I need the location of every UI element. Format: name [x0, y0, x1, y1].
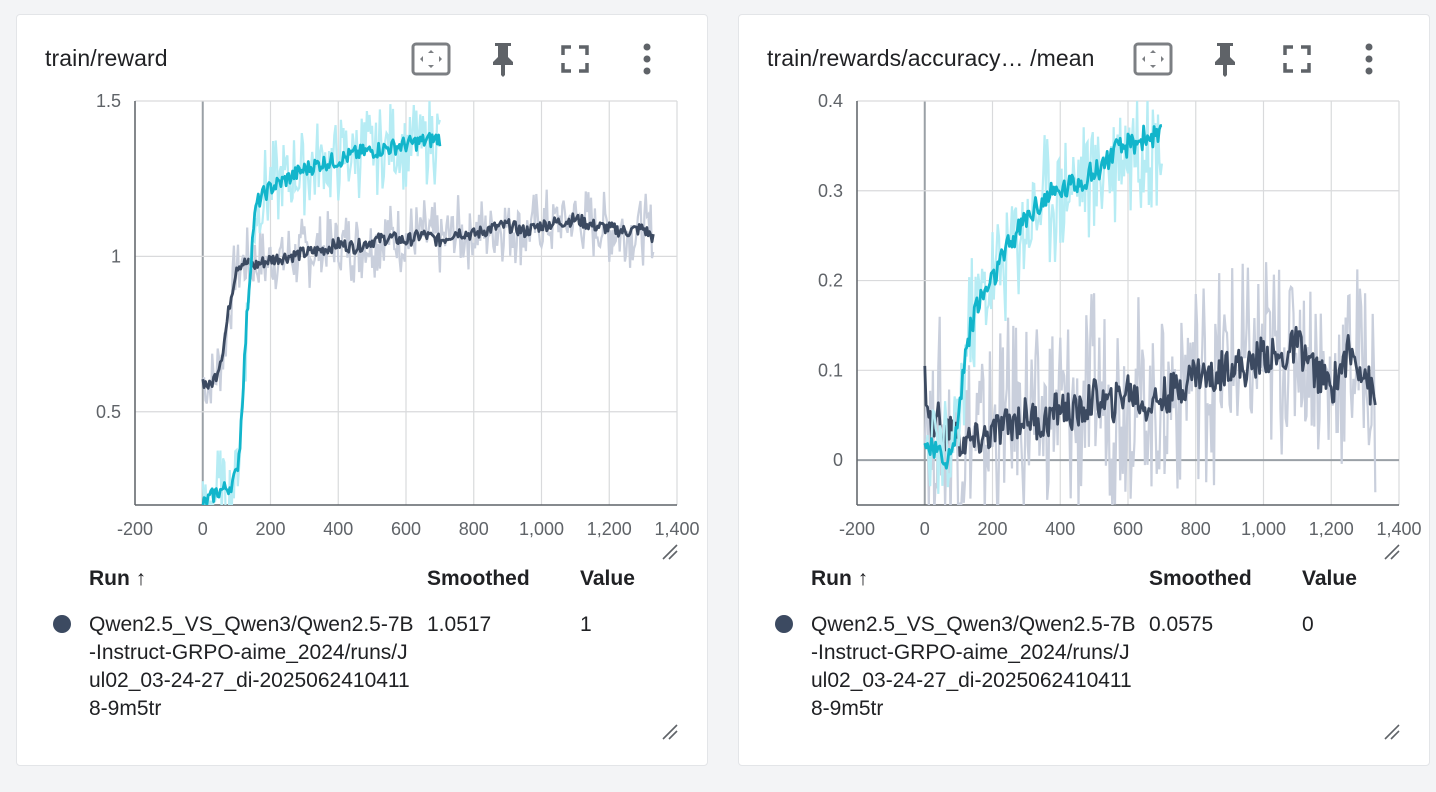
column-header-value[interactable]: Value	[580, 567, 635, 590]
pin-icon	[1215, 43, 1235, 77]
x-tick-label: 0	[198, 519, 208, 539]
card-toolbar	[395, 39, 683, 79]
smoothed-series-line	[923, 325, 1377, 457]
fit-domain-button[interactable]	[1117, 39, 1189, 79]
y-tick-label: 0.5	[96, 402, 121, 422]
resize-handle-icon[interactable]	[661, 723, 679, 741]
y-tick-label: 1	[111, 246, 121, 266]
raw-value: 0	[1302, 613, 1314, 636]
raw-series-line	[923, 262, 1377, 505]
column-header-run[interactable]: Run ↑	[89, 567, 147, 590]
smoothed-value: 1.0517	[427, 613, 492, 636]
column-header-value[interactable]: Value	[1302, 567, 1357, 590]
line-chart[interactable]: -200 0 200 400 600 800 1,000 1,200 1,400 0.5 1 1.5	[17, 15, 709, 575]
run-color-dot	[775, 615, 793, 633]
pin-button[interactable]	[1189, 39, 1261, 79]
x-tick-label: 400	[1045, 519, 1075, 539]
card-title: train/rewards/accuracy… /mean	[767, 45, 1095, 71]
plot-area	[201, 101, 655, 505]
y-tick-label: 0.1	[818, 360, 843, 380]
raw-value: 1	[580, 613, 592, 636]
card-title: train/reward	[45, 45, 168, 71]
x-tick-label: 1,200	[587, 519, 632, 539]
pin-button[interactable]	[467, 39, 539, 79]
resize-handle-icon[interactable]	[661, 543, 679, 561]
x-tick-label: 600	[391, 519, 421, 539]
column-header-run[interactable]: Run ↑	[811, 567, 869, 590]
column-header-smoothed[interactable]: Smoothed	[427, 567, 530, 590]
x-tick-label: 1,400	[654, 519, 699, 539]
smoothed-value: 0.0575	[1149, 613, 1214, 636]
run-name: Qwen2.5_VS_Qwen3/Qwen2.5-7B-Instruct-GRP…	[811, 613, 1136, 720]
fit-domain-button[interactable]	[395, 39, 467, 79]
more-options-button[interactable]	[611, 39, 683, 79]
smoothed-series-line	[923, 124, 1163, 470]
x-tick-label: -200	[839, 519, 875, 539]
x-tick-label: 1,400	[1376, 519, 1421, 539]
card-toolbar	[1117, 39, 1405, 79]
chart-card-accuracy-mean: train/rewards/accuracy… /mean -200 0 200 40…	[738, 14, 1430, 766]
y-tick-label: 0.2	[818, 271, 843, 291]
x-tick-label: 200	[977, 519, 1007, 539]
x-tick-label: 1,000	[1241, 519, 1286, 539]
x-tick-label: 1,200	[1309, 519, 1354, 539]
fullscreen-icon	[1283, 45, 1311, 73]
more-vert-icon	[1365, 43, 1373, 75]
fit-domain-icon	[411, 42, 451, 76]
fullscreen-button[interactable]	[1261, 39, 1333, 79]
run-name: Qwen2.5_VS_Qwen3/Qwen2.5-7B-Instruct-GRP…	[89, 613, 414, 720]
chart-card-train-reward: train/reward -200 0 200 400 600 800 1,000 1,200…	[16, 14, 708, 766]
x-tick-label: 800	[1181, 519, 1211, 539]
smoothed-series-line	[201, 212, 655, 390]
column-header-smoothed[interactable]: Smoothed	[1149, 567, 1252, 590]
resize-handle-icon[interactable]	[1383, 723, 1401, 741]
fit-domain-icon	[1133, 42, 1173, 76]
x-tick-label: 600	[1113, 519, 1143, 539]
y-tick-label: 1.5	[96, 91, 121, 111]
fullscreen-button[interactable]	[539, 39, 611, 79]
run-color-dot	[53, 615, 71, 633]
pin-icon	[493, 43, 513, 77]
x-tick-label: 800	[459, 519, 489, 539]
y-tick-label: 0.4	[818, 91, 843, 111]
fullscreen-icon	[561, 45, 589, 73]
y-tick-label: 0	[833, 450, 843, 470]
resize-handle-icon[interactable]	[1383, 543, 1401, 561]
x-tick-label: 200	[255, 519, 285, 539]
x-tick-label: 1,000	[519, 519, 564, 539]
plot-area	[923, 101, 1377, 505]
x-tick-label: -200	[117, 519, 153, 539]
x-tick-label: 400	[323, 519, 353, 539]
line-chart[interactable]: -200 0 200 400 600 800 1,000 1,200 1,400 0 0.1 0.2 0…	[739, 15, 1431, 575]
x-tick-label: 0	[920, 519, 930, 539]
y-tick-label: 0.3	[818, 181, 843, 201]
more-options-button[interactable]	[1333, 39, 1405, 79]
smoothed-series-line	[201, 132, 442, 505]
more-vert-icon	[643, 43, 651, 75]
